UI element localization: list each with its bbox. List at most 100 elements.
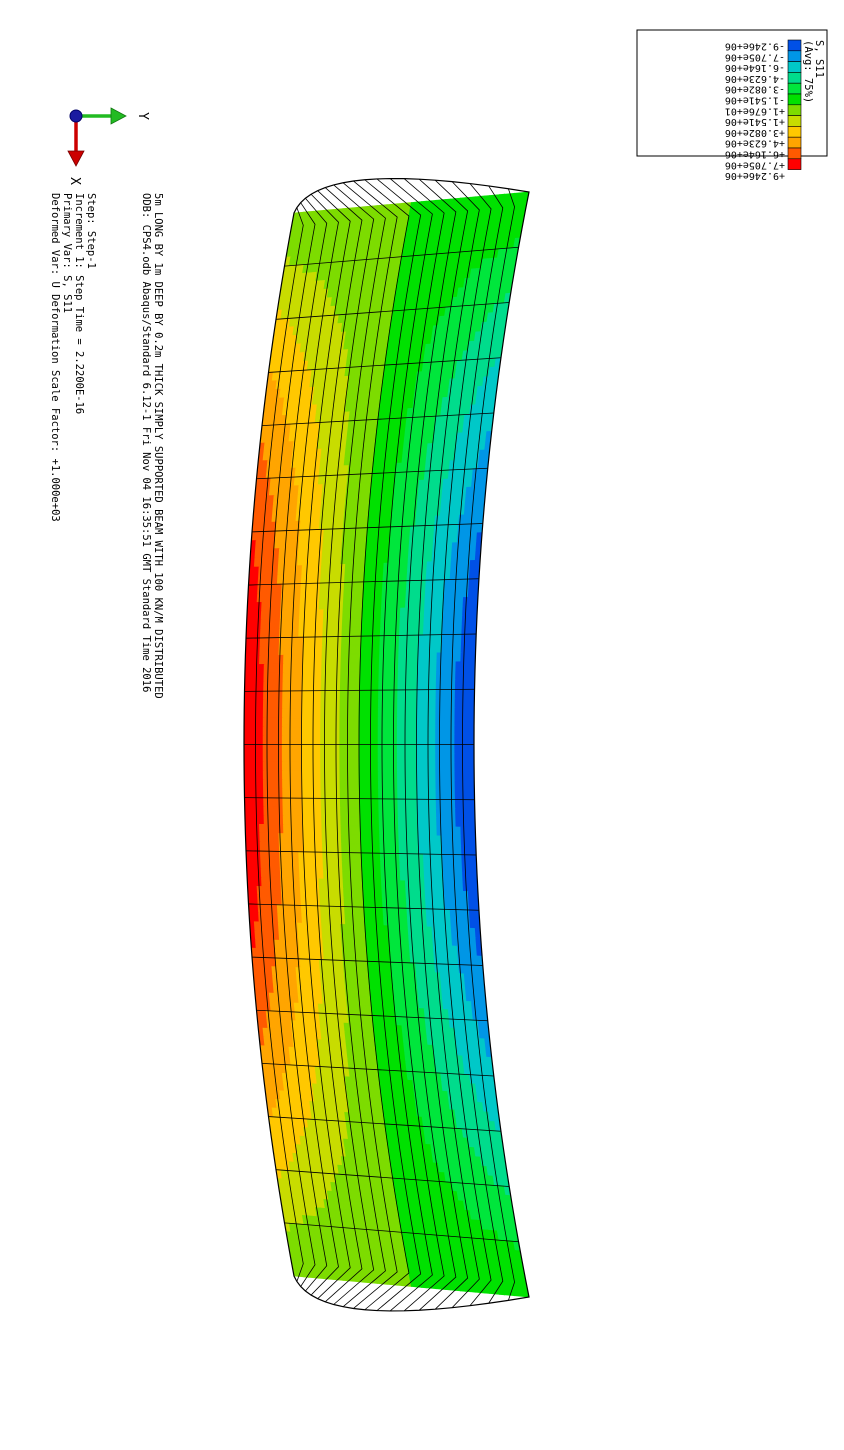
contour-cell: [244, 735, 250, 745]
contour-cell: [349, 807, 356, 818]
contour-cell: [329, 717, 336, 727]
contour-cell: [397, 771, 403, 782]
contour-cell: [455, 670, 462, 681]
contour-cell: [282, 708, 288, 719]
contour-cell: [416, 789, 423, 800]
contour-cell: [331, 636, 338, 647]
contour-cell: [446, 844, 453, 856]
contour-cell: [287, 663, 294, 674]
contour-cell: [368, 753, 374, 764]
contour-cell: [354, 825, 361, 836]
contour-cell: [306, 690, 313, 701]
contour-cell: [401, 734, 408, 745]
contour-cell: [296, 770, 303, 781]
contour-cell: [349, 680, 356, 691]
contour-cell: [344, 780, 351, 791]
contour-cell: [281, 744, 288, 754]
contour-cell: [273, 833, 280, 843]
contour-cell: [397, 680, 404, 691]
contour-cell: [339, 680, 346, 691]
contour-cell: [249, 646, 256, 657]
contour-cell: [282, 779, 288, 790]
contour-cell: [306, 672, 313, 683]
contour-cell: [406, 771, 413, 782]
contour-cell: [416, 680, 423, 691]
contour-cell: [248, 752, 255, 763]
contour-cell: [354, 689, 360, 700]
contour-cell: [325, 788, 332, 799]
contour-cell: [325, 744, 331, 754]
contour-cell: [416, 807, 423, 818]
contour-cell: [355, 644, 362, 655]
contour-cell: [341, 852, 348, 863]
contour-cell: [267, 761, 274, 772]
contour-cell: [301, 815, 308, 826]
contour-cell: [344, 753, 350, 763]
contour-cell: [353, 753, 360, 764]
contour-cell: [291, 788, 298, 799]
contour-cell: [297, 833, 304, 844]
contour-cell: [282, 797, 289, 808]
contour-cell: [348, 744, 355, 754]
contour-cell: [417, 643, 424, 654]
contour-cell: [383, 653, 390, 664]
contour-cell: [358, 725, 365, 736]
contour-cell: [384, 852, 391, 863]
contour-cell: [310, 779, 317, 790]
contour-cell: [454, 707, 461, 718]
contour-cell: [287, 672, 294, 683]
contour-cell: [291, 797, 298, 808]
contour-cell: [440, 771, 446, 782]
contour-cell: [316, 815, 323, 826]
contour-cell: [416, 744, 422, 755]
contour-cell: [272, 806, 279, 817]
contour-cell: [258, 708, 264, 719]
contour-cell: [406, 744, 413, 755]
contour-cell: [464, 771, 470, 782]
contour-cell: [398, 634, 405, 645]
contour-cell: [301, 770, 307, 781]
contour-cell: [257, 717, 264, 728]
contour-cell: [292, 654, 299, 665]
contour-cell: [273, 646, 280, 656]
contour-cell: [417, 826, 424, 837]
contour-cell: [316, 824, 323, 835]
contour-cell: [430, 679, 437, 691]
contour-cell: [325, 806, 332, 817]
contour-cell: [302, 842, 309, 853]
contour-cell: [259, 832, 266, 843]
contour-cell: [310, 690, 317, 701]
contour-cell: [310, 744, 317, 754]
contour-cell: [372, 734, 379, 745]
contour-cell: [301, 690, 308, 701]
contour-cell: [402, 671, 409, 682]
contour-cell: [257, 726, 264, 737]
contour-cell: [430, 716, 437, 727]
contour-cell: [272, 735, 279, 745]
contour-cell: [398, 825, 405, 836]
contour-cell: [325, 717, 331, 727]
contour-cell: [401, 698, 408, 709]
contour-cell: [248, 797, 255, 808]
contour-cell: [296, 735, 302, 745]
contour-cell: [257, 744, 264, 754]
contour-cell: [310, 699, 317, 710]
contour-cell: [248, 708, 255, 719]
contour-cell: [373, 662, 380, 673]
contour-cell: [446, 826, 453, 837]
contour-cell: [387, 744, 394, 755]
contour-cell: [301, 735, 307, 745]
contour-cell: [389, 625, 396, 637]
contour-cell: [286, 770, 293, 781]
contour-cell: [465, 845, 472, 856]
contour-cell: [422, 826, 429, 837]
contour-cell: [365, 843, 372, 854]
contour-cell: [268, 672, 275, 683]
contour-cell: [354, 816, 361, 827]
contour-cell: [272, 788, 279, 799]
contour-cell: [468, 771, 475, 782]
contour-cell: [268, 832, 275, 843]
contour-cell: [296, 699, 303, 710]
contour-cell: [267, 770, 274, 781]
contour-cell: [268, 797, 274, 808]
